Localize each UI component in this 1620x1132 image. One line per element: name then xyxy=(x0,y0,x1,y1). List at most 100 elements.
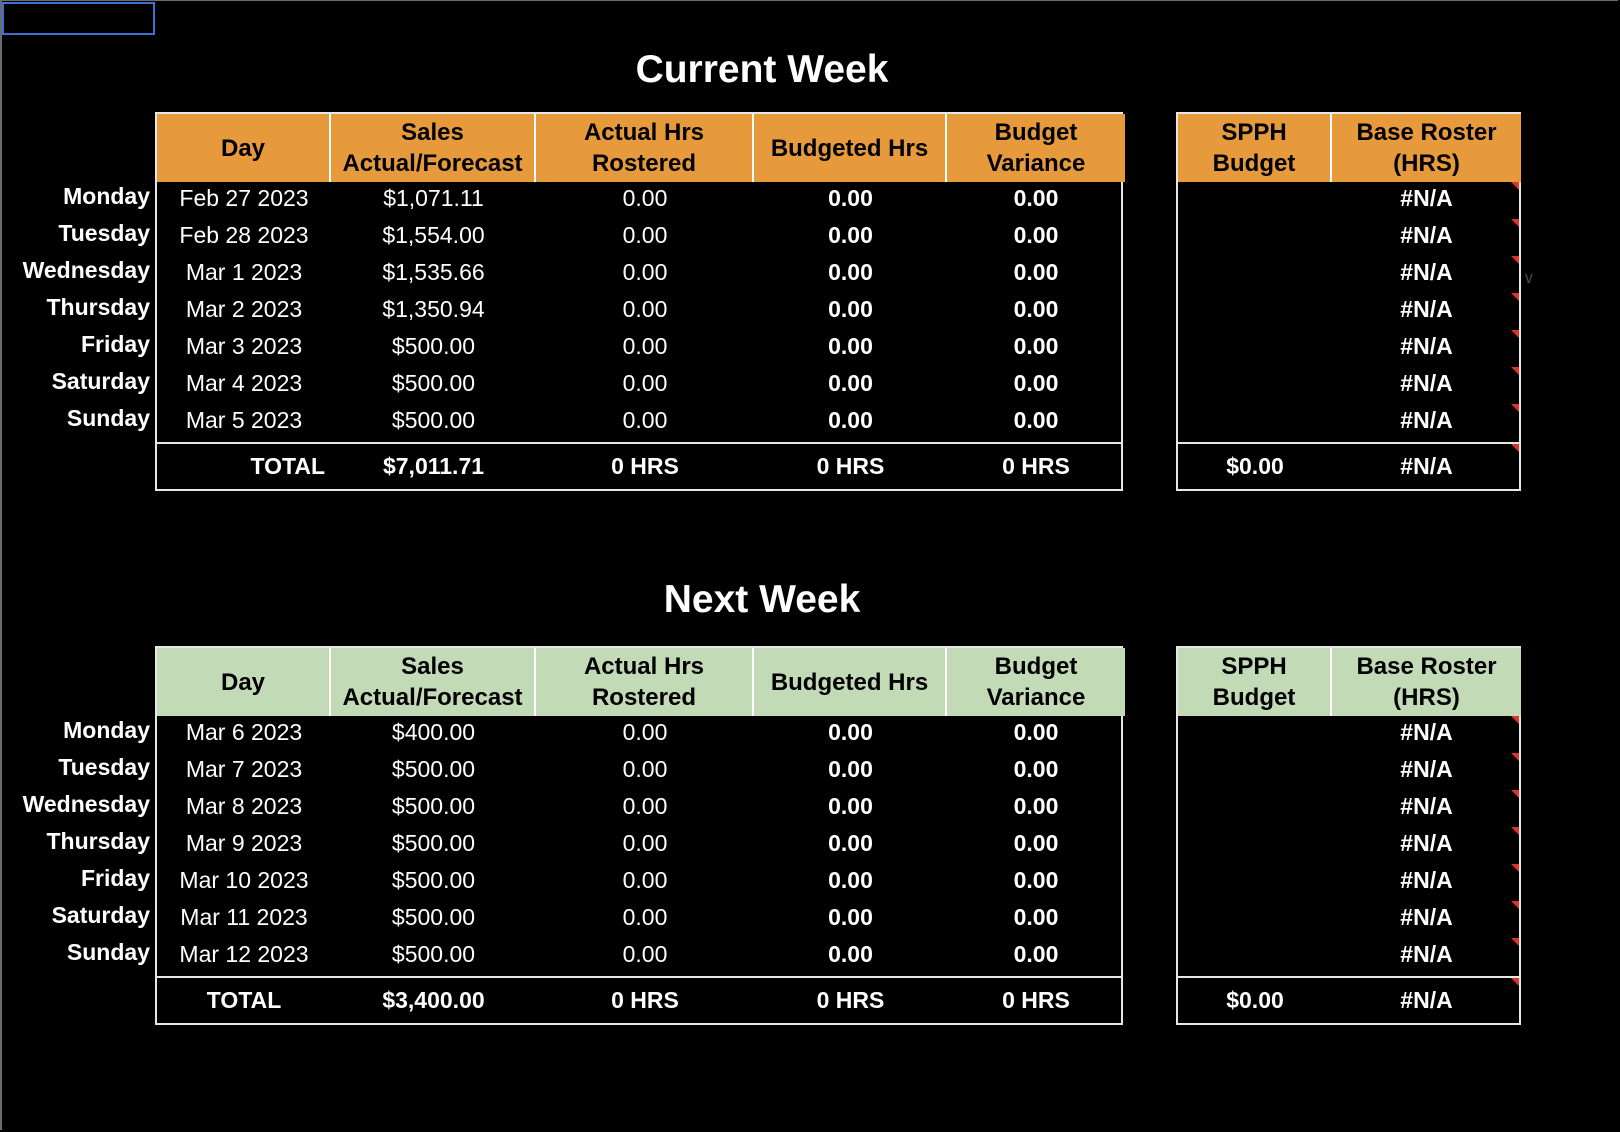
next-cell-spph[interactable] xyxy=(1178,936,1332,973)
current-cell-spph[interactable] xyxy=(1178,217,1332,254)
current-cell-spph[interactable] xyxy=(1178,402,1332,439)
current-total-sales[interactable]: $7,011.71 xyxy=(382,453,485,479)
next-total-variance[interactable]: 0 HRS xyxy=(1002,987,1070,1013)
next-cell-actual[interactable]: 0.00 xyxy=(622,719,668,745)
next-cell-budgeted[interactable]: 0.00 xyxy=(828,793,873,819)
current-total-budgeted[interactable]: 0 HRS xyxy=(816,453,885,479)
next-cell-date[interactable]: Mar 6 2023 xyxy=(185,719,303,745)
next-cell-budgeted[interactable]: 0.00 xyxy=(828,719,873,745)
current-cell-date[interactable]: Feb 28 2023 xyxy=(179,222,309,248)
next-cell-sales[interactable]: $500.00 xyxy=(391,793,476,819)
next-cell-roster[interactable]: #N/A xyxy=(1400,756,1453,782)
current-cell-sales[interactable]: $1,535.66 xyxy=(382,259,485,285)
current-cell-budgeted[interactable]: 0.00 xyxy=(828,370,873,396)
next-cell-variance[interactable]: 0.00 xyxy=(1013,756,1059,782)
current-cell-roster[interactable]: #N/A xyxy=(1400,259,1453,285)
next-total-spph[interactable]: $0.00 xyxy=(1226,987,1284,1013)
next-cell-roster[interactable]: #N/A xyxy=(1400,830,1453,856)
current-cell-variance[interactable]: 0.00 xyxy=(1013,259,1059,285)
current-cell-actual[interactable]: 0.00 xyxy=(622,333,668,359)
next-cell-date[interactable]: Mar 11 2023 xyxy=(180,904,308,930)
next-cell-sales[interactable]: $500.00 xyxy=(391,867,476,893)
current-total-actual[interactable]: 0 HRS xyxy=(611,453,679,479)
current-cell-sales[interactable]: $1,350.94 xyxy=(382,296,485,322)
next-cell-spph[interactable] xyxy=(1178,788,1332,825)
current-cell-roster[interactable]: #N/A xyxy=(1400,370,1453,396)
current-cell-sales[interactable]: $1,071.11 xyxy=(383,185,484,211)
current-cell-roster[interactable]: #N/A xyxy=(1400,185,1453,211)
current-cell-variance[interactable]: 0.00 xyxy=(1013,333,1059,359)
current-cell-budgeted[interactable]: 0.00 xyxy=(828,333,873,359)
current-cell-roster[interactable]: #N/A xyxy=(1400,296,1453,322)
current-cell-spph[interactable] xyxy=(1178,291,1332,328)
next-cell-budgeted[interactable]: 0.00 xyxy=(828,941,873,967)
current-cell-roster[interactable]: #N/A xyxy=(1400,407,1453,433)
current-cell-sales[interactable]: $500.00 xyxy=(391,370,476,396)
current-total-variance[interactable]: 0 HRS xyxy=(1002,453,1070,479)
current-cell-sales[interactable]: $1,554.00 xyxy=(382,222,485,248)
current-cell-date[interactable]: Mar 1 2023 xyxy=(185,259,303,285)
current-cell-actual[interactable]: 0.00 xyxy=(622,296,668,322)
next-cell-sales[interactable]: $500.00 xyxy=(391,904,476,930)
next-cell-variance[interactable]: 0.00 xyxy=(1013,793,1059,819)
next-cell-actual[interactable]: 0.00 xyxy=(622,904,668,930)
next-cell-roster[interactable]: #N/A xyxy=(1400,941,1453,967)
current-cell-variance[interactable]: 0.00 xyxy=(1013,370,1059,396)
next-total-budgeted[interactable]: 0 HRS xyxy=(816,987,885,1013)
next-cell-spph[interactable] xyxy=(1178,825,1332,862)
next-cell-spph[interactable] xyxy=(1178,714,1332,751)
next-cell-budgeted[interactable]: 0.00 xyxy=(828,830,873,856)
next-cell-actual[interactable]: 0.00 xyxy=(622,941,668,967)
current-cell-roster[interactable]: #N/A xyxy=(1400,333,1453,359)
next-cell-actual[interactable]: 0.00 xyxy=(622,830,668,856)
next-cell-roster[interactable]: #N/A xyxy=(1400,719,1453,745)
next-cell-budgeted[interactable]: 0.00 xyxy=(828,756,873,782)
current-total-roster[interactable]: #N/A xyxy=(1400,453,1453,479)
current-cell-variance[interactable]: 0.00 xyxy=(1013,407,1059,433)
current-cell-actual[interactable]: 0.00 xyxy=(622,370,668,396)
current-cell-budgeted[interactable]: 0.00 xyxy=(828,407,873,433)
current-cell-spph[interactable] xyxy=(1178,328,1332,365)
selected-cell[interactable] xyxy=(2,2,155,35)
next-total-actual[interactable]: 0 HRS xyxy=(611,987,679,1013)
current-cell-date[interactable]: Mar 4 2023 xyxy=(185,370,303,396)
current-cell-roster[interactable]: #N/A xyxy=(1400,222,1453,248)
current-cell-variance[interactable]: 0.00 xyxy=(1013,185,1059,211)
next-cell-variance[interactable]: 0.00 xyxy=(1013,830,1059,856)
current-cell-date[interactable]: Mar 3 2023 xyxy=(185,333,303,359)
next-cell-actual[interactable]: 0.00 xyxy=(622,867,668,893)
next-cell-date[interactable]: Mar 8 2023 xyxy=(185,793,303,819)
next-cell-variance[interactable]: 0.00 xyxy=(1013,719,1059,745)
current-cell-spph[interactable] xyxy=(1178,254,1332,291)
next-total-sales[interactable]: $3,400.00 xyxy=(382,987,485,1013)
next-cell-budgeted[interactable]: 0.00 xyxy=(828,904,873,930)
current-cell-actual[interactable]: 0.00 xyxy=(622,222,668,248)
next-cell-spph[interactable] xyxy=(1178,751,1332,788)
current-cell-actual[interactable]: 0.00 xyxy=(622,407,668,433)
next-cell-budgeted[interactable]: 0.00 xyxy=(828,867,873,893)
current-cell-date[interactable]: Mar 5 2023 xyxy=(185,407,303,433)
next-cell-actual[interactable]: 0.00 xyxy=(622,793,668,819)
current-cell-date[interactable]: Feb 27 2023 xyxy=(179,185,309,211)
current-cell-variance[interactable]: 0.00 xyxy=(1013,222,1059,248)
next-cell-date[interactable]: Mar 7 2023 xyxy=(185,756,303,782)
next-cell-spph[interactable] xyxy=(1178,899,1332,936)
next-cell-date[interactable]: Mar 12 2023 xyxy=(179,941,309,967)
current-cell-spph[interactable] xyxy=(1178,365,1332,402)
next-total-roster[interactable]: #N/A xyxy=(1400,987,1453,1013)
next-cell-actual[interactable]: 0.00 xyxy=(622,756,668,782)
next-cell-variance[interactable]: 0.00 xyxy=(1013,867,1059,893)
next-cell-roster[interactable]: #N/A xyxy=(1400,904,1453,930)
next-cell-spph[interactable] xyxy=(1178,862,1332,899)
next-cell-sales[interactable]: $500.00 xyxy=(391,756,476,782)
current-cell-actual[interactable]: 0.00 xyxy=(622,259,668,285)
current-cell-budgeted[interactable]: 0.00 xyxy=(828,222,873,248)
current-total-spph[interactable]: $0.00 xyxy=(1226,453,1284,479)
current-cell-budgeted[interactable]: 0.00 xyxy=(828,296,873,322)
current-cell-actual[interactable]: 0.00 xyxy=(622,185,668,211)
next-cell-roster[interactable]: #N/A xyxy=(1400,867,1453,893)
current-cell-spph[interactable] xyxy=(1178,180,1332,217)
next-cell-variance[interactable]: 0.00 xyxy=(1013,904,1059,930)
next-cell-sales[interactable]: $400.00 xyxy=(391,719,476,745)
current-cell-budgeted[interactable]: 0.00 xyxy=(828,185,873,211)
